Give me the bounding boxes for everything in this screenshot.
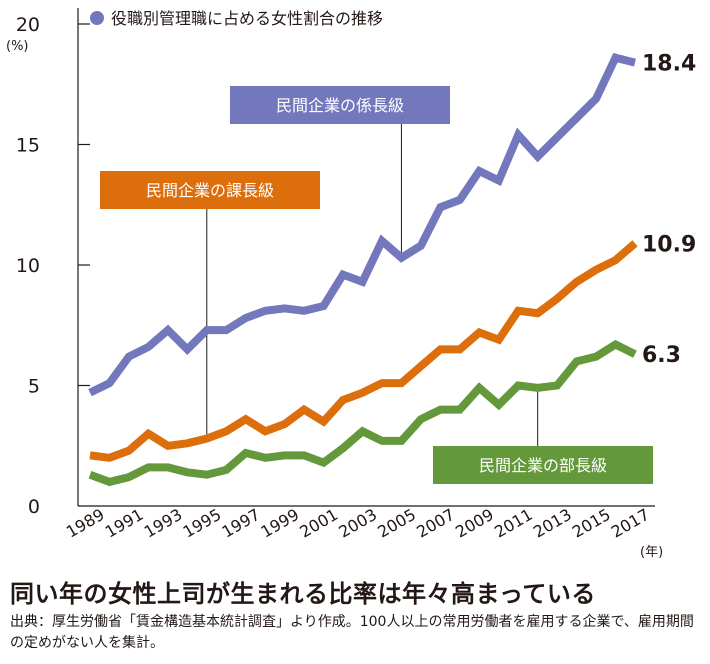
end-value-label: 10.9 bbox=[642, 232, 696, 257]
x-tick-label: 2003 bbox=[335, 505, 380, 542]
x-tick-label: 2011 bbox=[491, 505, 536, 542]
y-tick-label: 10 bbox=[16, 255, 40, 277]
chart-title: 役職別管理職に占める女性割合の推移 bbox=[111, 9, 383, 28]
y-tick-label: 20 bbox=[16, 14, 40, 36]
x-tick-label: 2009 bbox=[452, 505, 497, 542]
x-tick-label: 1999 bbox=[258, 505, 303, 542]
source-note: 出典：厚生労働省「賃金構造基本統計調査」より作成。100人以上の常用労働者を雇用… bbox=[10, 614, 694, 651]
line-chart: 05101520(%)19891991199319951997199920012… bbox=[6, 8, 696, 560]
x-tick-label: 2007 bbox=[413, 505, 458, 542]
annotation-box bbox=[433, 446, 653, 484]
x-tick-label: 1991 bbox=[102, 505, 147, 542]
x-tick-label: 1997 bbox=[219, 505, 264, 542]
x-tick-label: 1993 bbox=[141, 505, 186, 542]
x-tick-label: 2017 bbox=[608, 505, 653, 542]
annotation-label: 民間企業の係長級 bbox=[276, 96, 404, 115]
x-tick-label: 1995 bbox=[180, 505, 225, 542]
annotation-label: 民間企業の部長級 bbox=[479, 456, 607, 475]
headline: 同い年の女性上司が生まれる比率は年々高まっている bbox=[10, 580, 596, 608]
legend: 役職別管理職に占める女性割合の推移 bbox=[90, 9, 383, 28]
annotation-box bbox=[230, 86, 450, 124]
annotation-box bbox=[100, 171, 320, 209]
end-value-label: 6.3 bbox=[642, 343, 681, 368]
series-layer: 18.4 10.9 6.3 bbox=[88, 52, 696, 487]
x-tick-label: 2013 bbox=[530, 505, 575, 542]
y-unit-label: (%) bbox=[6, 39, 29, 54]
y-tick-label: 5 bbox=[28, 376, 40, 398]
x-tick-label: 2005 bbox=[374, 505, 419, 542]
y-tick-label: 0 bbox=[28, 496, 40, 518]
x-tick-label: 2015 bbox=[569, 505, 614, 542]
x-unit-label: (年) bbox=[640, 545, 663, 560]
x-tick-label: 1989 bbox=[63, 505, 108, 542]
y-tick-label: 15 bbox=[16, 135, 40, 157]
annotation-label: 民間企業の課長級 bbox=[146, 181, 274, 200]
x-tick-label: 2001 bbox=[296, 505, 341, 542]
end-value-label: 18.4 bbox=[642, 52, 696, 77]
legend-dot bbox=[90, 11, 104, 25]
